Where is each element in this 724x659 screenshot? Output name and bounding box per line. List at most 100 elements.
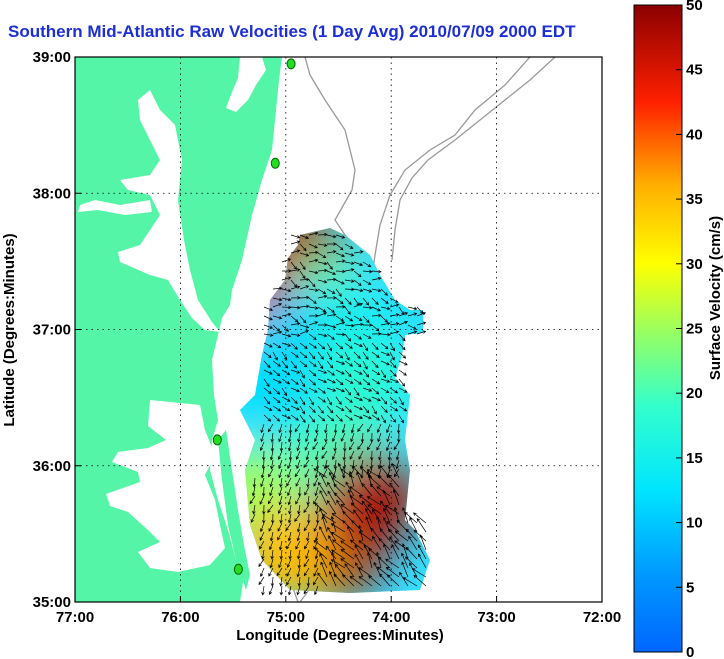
velocity-arrow <box>272 297 283 302</box>
velocity-arrow <box>386 521 400 533</box>
velocity-arrow <box>387 459 392 470</box>
x-tick-label: 77:00 <box>56 609 94 626</box>
colorbar-tick-label: 40 <box>686 126 703 143</box>
velocity-arrow <box>344 279 355 283</box>
velocity-arrow <box>369 483 382 497</box>
velocity-arrow <box>313 567 319 577</box>
velocity-arrow <box>331 549 346 560</box>
velocity-arrow <box>362 351 369 360</box>
velocity-arrow <box>398 387 408 393</box>
velocity-arrow <box>299 295 310 300</box>
velocity-arrow <box>371 360 379 369</box>
velocity-arrow <box>308 333 317 340</box>
velocity-arrow <box>326 296 337 300</box>
velocity-arrow <box>305 450 310 461</box>
velocity-arrow <box>281 351 288 361</box>
velocity-arrow <box>387 474 400 488</box>
velocity-arrow <box>418 553 427 569</box>
velocity-arrow <box>314 486 319 497</box>
velocity-arrow <box>290 261 297 270</box>
velocity-arrow <box>267 504 274 513</box>
colorbar-tick-label: 35 <box>686 191 703 208</box>
velocity-arrow <box>287 585 292 596</box>
velocity-arrow <box>362 387 373 392</box>
velocity-arrow <box>347 525 355 542</box>
velocity-arrow <box>331 450 337 461</box>
velocity-arrow <box>272 330 283 335</box>
velocity-arrow <box>376 551 382 569</box>
velocity-arrow <box>378 537 391 551</box>
colorbar-label: Surface Velocity (cm/s) <box>707 216 724 380</box>
velocity-arrow <box>353 414 364 419</box>
velocity-arrow <box>398 405 408 412</box>
velocity-arrow <box>386 574 400 587</box>
velocity-arrow <box>350 423 355 434</box>
velocity-arrow <box>261 585 265 596</box>
velocity-arrow <box>299 405 305 415</box>
velocity-arrow <box>295 477 301 487</box>
velocity-arrow <box>277 504 283 514</box>
velocity-arrow <box>268 567 274 577</box>
velocity-arrow <box>326 414 335 422</box>
velocity-arrow <box>319 489 328 506</box>
velocity-arrow <box>269 540 274 551</box>
velocity-arrow <box>308 297 317 304</box>
velocity-arrow <box>342 520 355 533</box>
velocity-arrow <box>299 342 308 349</box>
velocity-arrow <box>281 387 288 397</box>
velocity-arrow <box>392 489 400 506</box>
velocity-arrow <box>398 360 408 366</box>
velocity-arrow <box>260 423 265 434</box>
velocity-arrow <box>371 396 381 402</box>
velocity-arrow <box>317 360 324 370</box>
velocity-arrow <box>331 432 337 443</box>
velocity-arrow <box>279 585 284 596</box>
velocity-arrow <box>344 323 355 328</box>
velocity-arrow <box>269 486 274 497</box>
velocity-arrow <box>335 315 345 322</box>
velocity-arrow <box>321 515 328 533</box>
velocity-arrow <box>278 468 283 479</box>
velocity-arrow <box>261 549 265 560</box>
velocity-arrow <box>263 414 272 422</box>
velocity-arrow <box>366 551 373 569</box>
y-tick-label: 39:00 <box>33 49 71 66</box>
velocity-arrow <box>279 441 284 452</box>
velocity-arrow <box>362 342 369 352</box>
velocity-arrow <box>360 432 365 443</box>
velocity-arrow <box>295 540 301 550</box>
velocity-arrow <box>362 369 370 378</box>
velocity-arrow <box>281 288 292 293</box>
velocity-arrow <box>371 369 381 376</box>
velocity-arrow <box>395 459 400 470</box>
velocity-arrow <box>335 321 346 326</box>
velocity-arrow <box>279 513 283 524</box>
velocity-arrow <box>317 369 328 374</box>
velocity-arrow <box>344 396 353 403</box>
velocity-arrow <box>353 270 362 278</box>
velocity-arrow <box>299 285 310 290</box>
y-tick-label: 36:00 <box>33 458 71 475</box>
velocity-arrow <box>277 531 283 541</box>
velocity-arrow <box>340 504 355 515</box>
colorbar-tick-label: 10 <box>686 515 703 532</box>
velocity-arrow <box>296 522 301 533</box>
velocity-arrow <box>290 351 299 358</box>
velocity-arrow <box>308 288 319 292</box>
velocity-arrow <box>326 277 337 282</box>
velocity-arrow <box>317 232 328 237</box>
velocity-arrow <box>303 558 310 568</box>
velocity-arrow <box>344 387 352 396</box>
velocity-arrow <box>344 261 355 265</box>
velocity-arrow <box>344 342 353 349</box>
velocity-arrow <box>326 270 337 275</box>
velocity-arrow <box>416 330 427 335</box>
velocity-arrow <box>402 507 409 524</box>
velocity-arrow <box>290 414 299 421</box>
velocity-arrow <box>371 387 380 395</box>
velocity-arrow <box>319 526 328 542</box>
velocity-arrow <box>297 432 301 443</box>
velocity-arrow <box>363 544 373 560</box>
velocity-arrow <box>308 270 319 275</box>
velocity-arrow <box>335 243 344 251</box>
